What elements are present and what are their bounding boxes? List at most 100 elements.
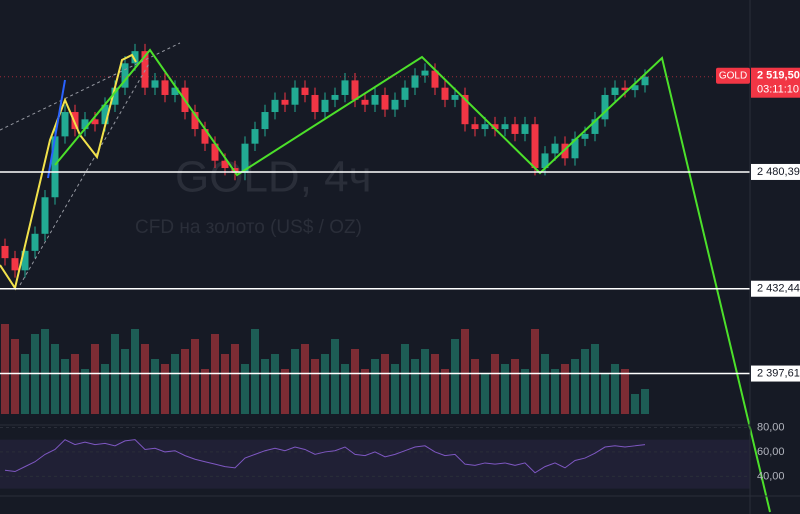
volume-bar bbox=[421, 349, 429, 414]
watermark: GOLD, 4ч bbox=[175, 153, 372, 202]
candle-body bbox=[591, 119, 599, 134]
candle-body bbox=[291, 87, 299, 105]
volume-bar bbox=[121, 349, 129, 414]
volume-bar bbox=[451, 339, 459, 414]
volume-bar bbox=[261, 359, 269, 414]
volume-bar bbox=[201, 369, 209, 414]
levels bbox=[0, 76, 750, 375]
candle-body bbox=[321, 99, 329, 113]
volume-bar bbox=[551, 369, 559, 414]
level-label-box bbox=[751, 365, 800, 382]
level-label: 2 432,44 bbox=[757, 283, 800, 295]
volume-bar bbox=[231, 344, 239, 414]
candle-body bbox=[351, 80, 359, 100]
volume-bar bbox=[561, 364, 569, 414]
volume-bar bbox=[301, 344, 309, 414]
volume-bar bbox=[431, 354, 439, 414]
candle-body bbox=[411, 75, 419, 88]
candle-body bbox=[221, 160, 229, 169]
drawings bbox=[0, 42, 771, 513]
candle-body bbox=[121, 63, 129, 88]
watermark-subtitle: CFD на золото (US$ / OZ) bbox=[135, 217, 362, 238]
volume-bar bbox=[641, 389, 649, 414]
candle-body bbox=[571, 138, 579, 159]
candle-body bbox=[161, 80, 169, 95]
candle-body bbox=[211, 143, 219, 161]
candle-body bbox=[81, 119, 89, 130]
volume-bar bbox=[611, 364, 619, 414]
candle-body bbox=[511, 124, 519, 134]
candle-body bbox=[331, 94, 339, 100]
candle-body bbox=[461, 94, 469, 125]
level-label: 2 480,39 bbox=[757, 166, 800, 178]
candle-body bbox=[201, 129, 209, 144]
level-label: 2 397,61 bbox=[757, 367, 800, 379]
volume-bar bbox=[311, 359, 319, 414]
candle-body bbox=[501, 124, 509, 130]
volume-bar bbox=[291, 349, 299, 414]
candle-body bbox=[481, 124, 489, 130]
volume-bar bbox=[281, 369, 289, 414]
candle-body bbox=[391, 99, 399, 110]
rsi-tick-label: 40,00 bbox=[757, 470, 785, 482]
candle-body bbox=[581, 133, 589, 139]
candle-body bbox=[371, 94, 379, 105]
level-label-box bbox=[751, 163, 800, 180]
volume-bar bbox=[171, 354, 179, 414]
candle-body bbox=[611, 87, 619, 95]
volume-bar bbox=[351, 349, 359, 414]
volume-bar bbox=[331, 339, 339, 414]
volume-bar bbox=[71, 354, 79, 414]
volume-bar bbox=[321, 354, 329, 414]
candle-body bbox=[171, 87, 179, 95]
volume-bar bbox=[241, 364, 249, 414]
candle-body bbox=[621, 87, 629, 91]
volume-bar bbox=[251, 329, 259, 414]
rsi-line bbox=[4, 439, 646, 474]
candle-body bbox=[641, 76, 649, 86]
candle-body bbox=[491, 124, 499, 130]
volume-bar bbox=[391, 364, 399, 414]
volume-bar bbox=[21, 354, 29, 414]
candle-body bbox=[241, 143, 249, 173]
candle-body bbox=[281, 99, 289, 105]
volume-bar bbox=[591, 344, 599, 414]
price-label: 2 519,50 bbox=[757, 70, 800, 82]
volume-bar bbox=[91, 344, 99, 414]
candle-body bbox=[561, 143, 569, 159]
volume-bar bbox=[141, 344, 149, 414]
rsi-tick-label: 60,00 bbox=[757, 446, 785, 458]
volume-bar bbox=[411, 359, 419, 414]
candle-body bbox=[71, 112, 79, 130]
candle-body bbox=[401, 87, 409, 100]
rsi-pane bbox=[0, 426, 750, 489]
candle-body bbox=[341, 80, 349, 95]
countdown: 03:11:10 bbox=[757, 84, 799, 96]
candle-body bbox=[421, 70, 429, 76]
candle-body bbox=[151, 80, 159, 88]
volume-bar bbox=[511, 359, 519, 414]
candle-body bbox=[431, 70, 439, 88]
candle-body bbox=[531, 124, 539, 169]
candle-body bbox=[521, 124, 529, 134]
volume-bar bbox=[571, 359, 579, 414]
volume-bar bbox=[601, 374, 609, 414]
volume-bar bbox=[371, 359, 379, 414]
candle-body bbox=[191, 112, 199, 130]
candle-body bbox=[11, 258, 19, 271]
candle-body bbox=[631, 85, 639, 91]
volume-bar bbox=[11, 339, 19, 414]
volume-bar bbox=[491, 354, 499, 414]
candle-body bbox=[271, 99, 279, 113]
volume-bar bbox=[191, 339, 199, 414]
candle-body bbox=[251, 129, 259, 144]
volume-bar bbox=[341, 364, 349, 414]
volume-bar bbox=[541, 354, 549, 414]
candle-body bbox=[471, 124, 479, 130]
volume-bar bbox=[51, 344, 59, 414]
candle-body bbox=[91, 119, 99, 125]
level-label-box bbox=[751, 280, 800, 297]
volume-bar bbox=[151, 359, 159, 414]
